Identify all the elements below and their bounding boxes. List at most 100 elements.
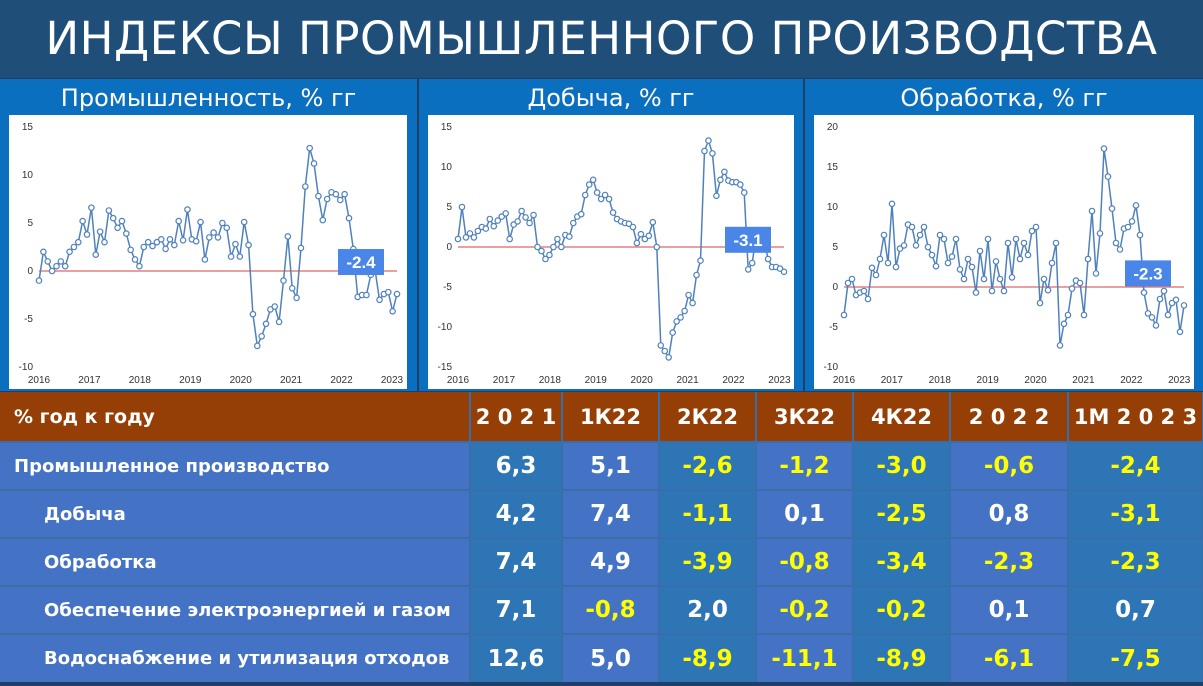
data-point (1064, 311, 1072, 319)
data-point (880, 231, 888, 239)
table-row: Добыча 4,2 7,4 -1,1 0,1 -2,5 0,8 -3,1 (0, 489, 1203, 538)
row-label: Добыча (0, 489, 471, 538)
data-point (40, 248, 47, 256)
y-tick-label: 20 (827, 122, 839, 133)
chart-plot-area: -10 -5 0 5 10 15 2016 2017 2018 2019 2020 2021 2022 2… (9, 115, 407, 389)
data-point (275, 318, 283, 326)
data-point (920, 223, 928, 231)
y-tick-label: 0 (446, 242, 452, 253)
data-point (470, 234, 478, 241)
table-cell: -8,9 (853, 633, 951, 682)
data-point (1116, 246, 1124, 253)
y-tick-label: 10 (22, 170, 34, 181)
table-cell: -3,9 (659, 537, 757, 586)
table-cell: 7,1 (470, 585, 563, 634)
table-cell: -7,5 (1068, 633, 1203, 682)
data-point (1084, 255, 1092, 263)
row-label: Обработка (0, 537, 471, 586)
data-point (35, 277, 43, 284)
data-point (705, 137, 712, 144)
data-point (860, 287, 868, 295)
data-point (526, 219, 533, 227)
data-point (1004, 239, 1012, 247)
y-tick-label: -10 (824, 362, 839, 373)
y-tick-label: 15 (22, 122, 34, 133)
data-point (66, 248, 73, 256)
data-point (1124, 223, 1132, 231)
data-point (315, 192, 322, 200)
table-cell: -2,5 (853, 489, 951, 538)
data-point (123, 230, 130, 237)
table-header-row: % год к году 2 0 2 1 1К22 2К22 3К22 4К22… (0, 392, 1203, 442)
y-tick-label: 15 (441, 122, 453, 133)
data-point (577, 210, 585, 218)
data-point (1060, 320, 1068, 328)
data-point (900, 242, 908, 249)
data-point (297, 244, 305, 252)
table-cell: -1,2 (756, 441, 854, 490)
data-point (1080, 311, 1088, 319)
data-point (384, 288, 392, 296)
data-point (736, 181, 744, 188)
table-cell: -2,4 (1068, 441, 1203, 490)
data-point (223, 224, 231, 232)
table-cell: 0,1 (950, 585, 1069, 634)
data-point (657, 342, 665, 349)
data-point (236, 253, 244, 260)
data-point (214, 234, 222, 241)
data-point (924, 243, 932, 251)
callout-label: -2.3 (1133, 264, 1162, 283)
table-cell: -3,0 (853, 441, 951, 490)
data-point (948, 253, 956, 260)
chart-panel-manufacturing: Обработка, % гг -10 -5 0 5 10 15 20 2016 2017 201… (805, 79, 1203, 391)
x-tick-label: 2017 (78, 375, 101, 386)
x-tick-label: 2019 (179, 375, 202, 386)
data-point (502, 210, 510, 217)
data-point (534, 243, 541, 251)
data-point (184, 206, 191, 213)
data-point (1148, 314, 1156, 321)
line-chart-industry: -10 -5 0 5 10 15 2016 2017 2018 2019 2020 2021 2022 2… (19, 122, 404, 386)
data-point (88, 204, 95, 211)
data-point (1016, 255, 1024, 263)
y-tick-label: 5 (27, 218, 33, 229)
data-point (166, 236, 174, 243)
data-point (764, 255, 772, 263)
data-point (482, 225, 490, 232)
data-point (127, 246, 134, 254)
table-cell: -0,8 (756, 537, 854, 586)
data-point (389, 308, 396, 315)
data-point (649, 218, 657, 226)
data-point (653, 243, 661, 251)
x-tick-label: 2016 (447, 375, 470, 386)
data-point (1156, 295, 1164, 303)
data-point (637, 230, 645, 238)
callout-box (338, 249, 384, 276)
data-point (92, 251, 100, 258)
data-point (908, 223, 916, 231)
data-point (201, 256, 209, 263)
row-label: Промышленное производство (0, 441, 471, 490)
data-point (629, 223, 637, 231)
data-point (709, 150, 716, 157)
line-chart-mining: -15 -10 -5 0 5 10 15 2016 2017 2018 2019 2020 2021 20… (438, 122, 791, 386)
data-point (581, 191, 589, 199)
data-point (136, 262, 143, 270)
data-point (1140, 289, 1148, 296)
data-point (1172, 296, 1180, 304)
data-point (1020, 239, 1028, 247)
data-point (284, 233, 292, 240)
header-cell: 1К22 (562, 392, 660, 442)
data-point (1012, 235, 1020, 243)
data-point (1136, 231, 1144, 239)
data-point (956, 266, 964, 273)
data-point (542, 255, 549, 263)
data-point (546, 251, 553, 259)
data-point (109, 214, 117, 222)
summary-table: % год к году 2 0 2 1 1К22 2К22 3К22 4К22… (0, 392, 1203, 682)
series-line (843, 148, 1185, 346)
page-title: ИНДЕКСЫ ПРОМЫШЛЕННОГО ПРОИЗВОДСТВА (0, 0, 1203, 78)
data-point (153, 238, 161, 246)
data-point (171, 241, 178, 249)
data-point (466, 230, 474, 237)
